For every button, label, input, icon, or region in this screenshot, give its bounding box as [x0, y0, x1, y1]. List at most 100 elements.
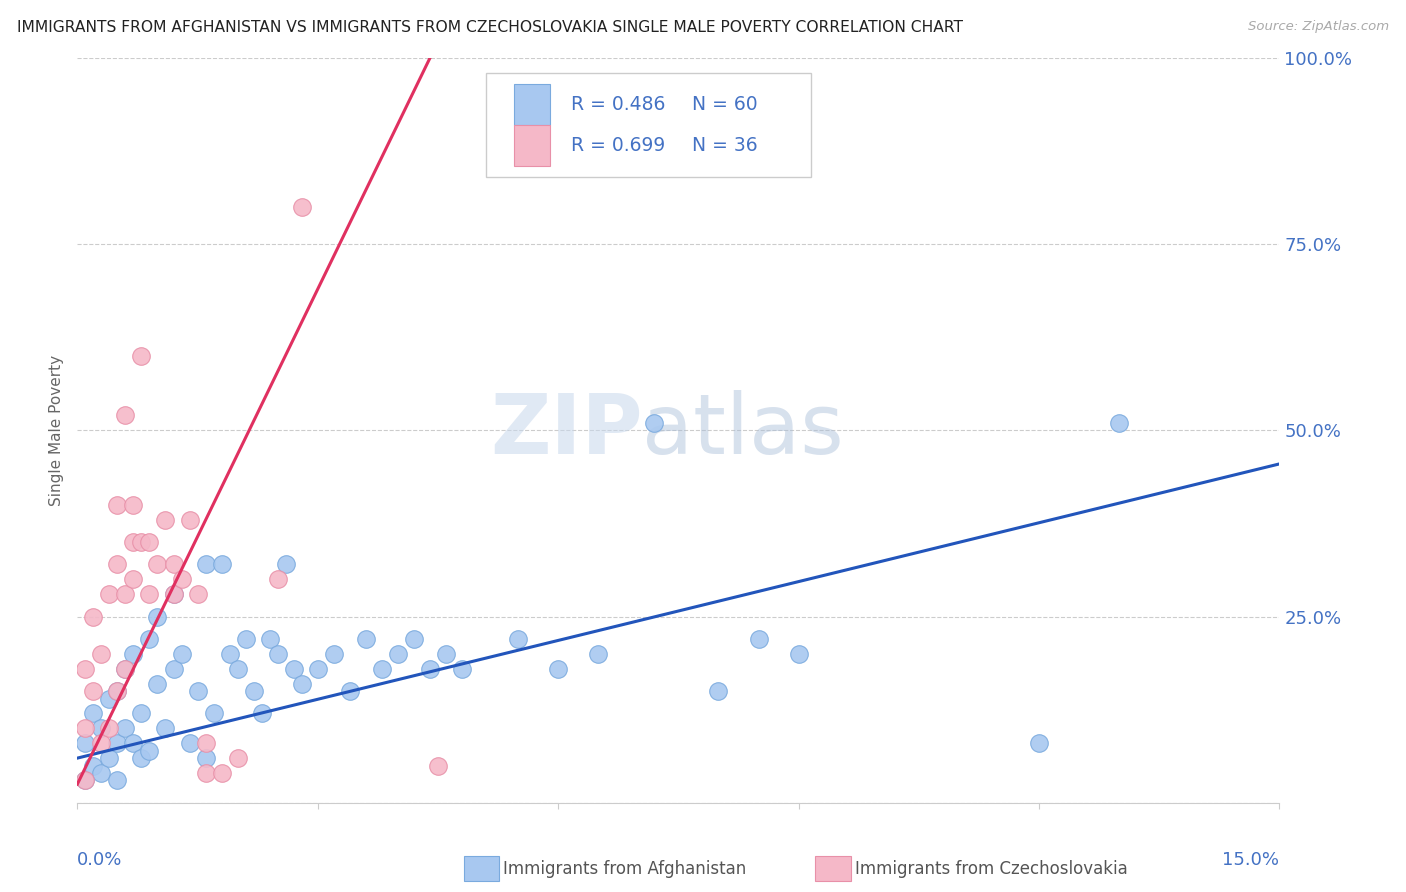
Point: [90, 766, 112, 780]
Point: [75, 662, 97, 676]
Text: Immigrants from Czechoslovakia: Immigrants from Czechoslovakia: [855, 860, 1128, 878]
Point: [162, 587, 184, 601]
Point: [75, 736, 97, 750]
Point: [114, 662, 136, 676]
Point: [250, 706, 273, 721]
Point: [322, 647, 344, 661]
Point: [146, 558, 169, 572]
Point: [131, 706, 153, 721]
Point: [131, 535, 153, 549]
Point: [508, 632, 530, 646]
Point: [90, 721, 112, 735]
Point: [131, 751, 153, 765]
Point: [146, 609, 169, 624]
Point: [75, 773, 97, 788]
Point: [122, 736, 145, 750]
Point: [107, 684, 129, 698]
Point: [122, 573, 145, 587]
Point: [82, 706, 104, 721]
Point: [218, 647, 240, 661]
Point: [179, 513, 201, 527]
Point: [122, 498, 145, 512]
Point: [82, 758, 104, 772]
Point: [194, 736, 217, 750]
Point: [138, 632, 160, 646]
Y-axis label: Single Male Poverty: Single Male Poverty: [49, 355, 65, 506]
Point: [588, 647, 610, 661]
Point: [82, 684, 104, 698]
Text: 0.0%: 0.0%: [77, 851, 122, 869]
Point: [155, 513, 177, 527]
Point: [170, 647, 193, 661]
Point: [291, 676, 314, 690]
Point: [259, 632, 281, 646]
Point: [98, 587, 121, 601]
Point: [187, 684, 209, 698]
Point: [427, 758, 450, 772]
Point: [211, 766, 233, 780]
Point: [114, 409, 136, 423]
Point: [267, 573, 290, 587]
Point: [98, 721, 121, 735]
Point: [274, 558, 297, 572]
Point: [114, 721, 136, 735]
Point: [748, 632, 770, 646]
Text: atlas: atlas: [643, 390, 844, 471]
Point: [1108, 416, 1130, 430]
FancyBboxPatch shape: [486, 73, 811, 178]
Text: N = 36: N = 36: [692, 136, 758, 154]
Point: [707, 684, 730, 698]
Point: [146, 676, 169, 690]
Point: [138, 535, 160, 549]
Point: [75, 721, 97, 735]
Point: [107, 558, 129, 572]
Bar: [513, 125, 550, 166]
Text: N = 60: N = 60: [692, 95, 758, 114]
Point: [307, 662, 329, 676]
Point: [194, 766, 217, 780]
Point: [371, 662, 394, 676]
Text: R = 0.699: R = 0.699: [571, 136, 665, 154]
Point: [354, 632, 377, 646]
Point: [155, 721, 177, 735]
Point: [122, 535, 145, 549]
Point: [187, 587, 209, 601]
Point: [194, 751, 217, 765]
Text: ZIP: ZIP: [489, 390, 643, 471]
Point: [82, 609, 104, 624]
Point: [162, 587, 184, 601]
Point: [107, 736, 129, 750]
Point: [242, 684, 264, 698]
Point: [138, 587, 160, 601]
Point: [107, 498, 129, 512]
Point: [131, 349, 153, 363]
Point: [451, 662, 474, 676]
Text: R = 0.486: R = 0.486: [571, 95, 666, 114]
Point: [138, 744, 160, 758]
Point: [419, 662, 441, 676]
Point: [283, 662, 305, 676]
Point: [114, 662, 136, 676]
Point: [547, 662, 569, 676]
Text: 15.0%: 15.0%: [1222, 851, 1279, 869]
Bar: [513, 85, 550, 126]
Point: [170, 573, 193, 587]
Point: [75, 773, 97, 788]
Point: [90, 647, 112, 661]
Point: [235, 632, 257, 646]
Point: [211, 558, 233, 572]
Point: [226, 662, 249, 676]
Point: [1028, 736, 1050, 750]
Point: [402, 632, 425, 646]
Text: Source: ZipAtlas.com: Source: ZipAtlas.com: [1249, 20, 1389, 33]
Point: [434, 647, 457, 661]
Point: [98, 691, 121, 706]
Point: [194, 558, 217, 572]
Point: [162, 662, 184, 676]
Point: [267, 647, 290, 661]
Point: [339, 684, 361, 698]
Point: [179, 736, 201, 750]
Point: [226, 751, 249, 765]
Point: [107, 684, 129, 698]
Point: [787, 647, 810, 661]
